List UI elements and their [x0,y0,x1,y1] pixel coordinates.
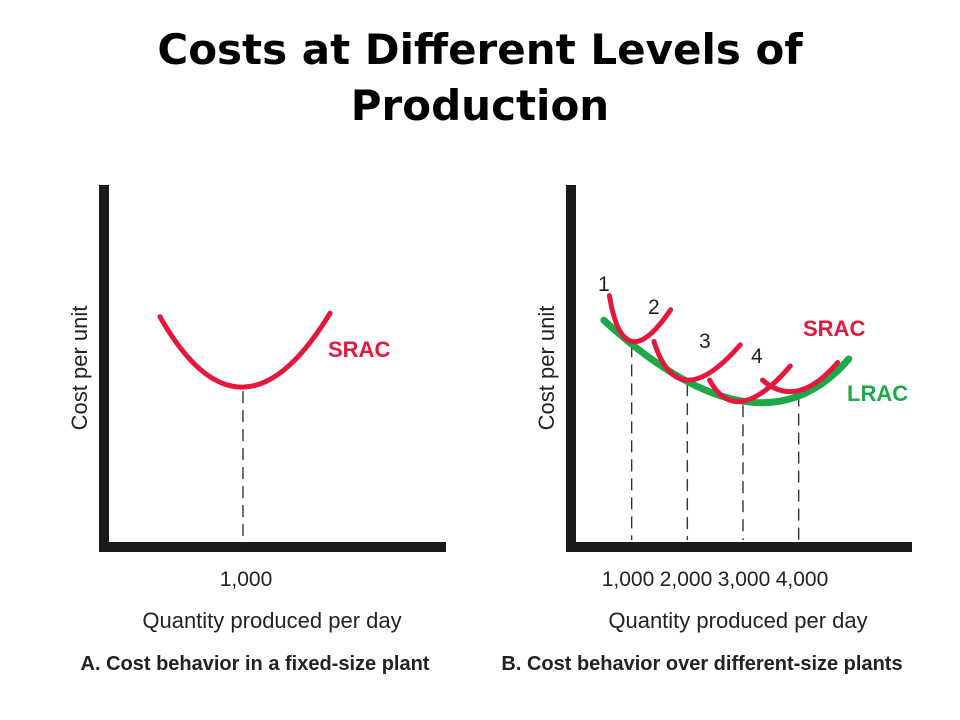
page-title: Costs at Different Levels of Production [0,22,960,134]
page-title-line-1: Costs at Different Levels of [157,25,803,74]
chart-b-srac-curve-4 [759,359,841,395]
chart-a-srac-curve [157,310,333,390]
chart-b-srac-label: SRAC [803,316,865,341]
chart-a-y-axis-title: Cost per unit [67,306,92,431]
chart-b-lrac-label: LRAC [847,381,908,406]
chart-b-y-axis-title: Cost per unit [534,306,559,431]
chart-b-x-tick-label-1: 1,000 [602,568,655,591]
chart-b-plant-number-3: 3 [699,330,711,353]
chart-b-srac-curve-2 [651,338,743,383]
chart-b-caption: B. Cost behavior over different-size pla… [501,653,902,675]
chart-a-caption: A. Cost behavior in a fixed-size plant [81,653,430,675]
page-title-line-2: Production [350,81,610,130]
chart-a-srac-label: SRAC [328,337,390,362]
chart-b-plant-number-1: 1 [598,273,610,296]
chart-b-srac-curve-3 [707,363,793,405]
chart-b-srac-curve-1 [606,293,674,344]
chart-b-x-tick-label-2: 2,000 [660,568,713,591]
chart-b-x-tick-label-3: 3,000 [718,568,771,591]
chart-a: Cost per unit 1,000 Quantity produced pe… [67,185,446,675]
chart-b-x-tick-label-4: 4,000 [776,568,829,591]
chart-a-x-tick-label: 1,000 [220,568,273,591]
chart-b: Cost per unit 1,000 2,000 3,000 4,000 Qu… [501,185,912,675]
chart-a-x-axis-title: Quantity produced per day [142,608,401,633]
chart-b-plant-number-4: 4 [751,345,763,368]
chart-b-plant-number-2: 2 [648,296,660,319]
chart-b-x-axis-title: Quantity produced per day [608,608,867,633]
